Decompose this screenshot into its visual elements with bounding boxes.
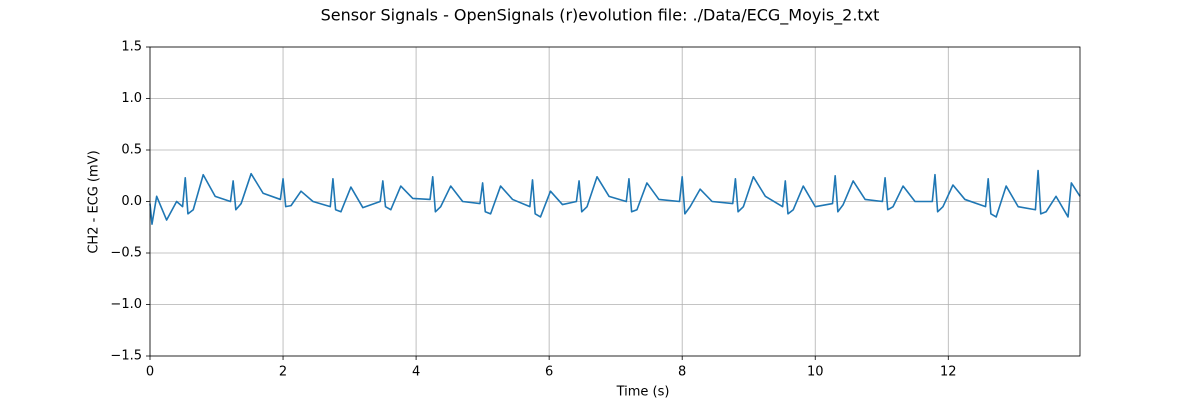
x-tick-label: 4: [412, 365, 420, 380]
y-tick-label: 1.5: [121, 40, 142, 55]
y-tick-label: 0.5: [121, 143, 142, 158]
y-axis-label: CH2 - ECG (mV): [87, 150, 102, 253]
x-tick-label: 10: [807, 365, 824, 380]
x-tick-label: 6: [545, 365, 553, 380]
signal-line: [149, 169, 1081, 225]
x-tick-label: 12: [940, 365, 957, 380]
x-tick-label: 8: [678, 365, 686, 380]
chart-title: Sensor Signals - OpenSignals (r)evolutio…: [321, 6, 880, 26]
grid: [149, 46, 1080, 357]
plot: [149, 169, 1081, 225]
y-tick-label: 0.0: [121, 194, 142, 209]
y-tick-label: −1.0: [110, 297, 142, 312]
x-tick-label: 2: [279, 365, 287, 380]
y-tick-label: 1.0: [121, 91, 142, 106]
y-tick-label: −1.5: [110, 349, 142, 364]
x-tick-label: 0: [146, 365, 154, 380]
y-tick-label: −0.5: [110, 246, 142, 261]
x-axis-label: Time (s): [616, 385, 670, 400]
